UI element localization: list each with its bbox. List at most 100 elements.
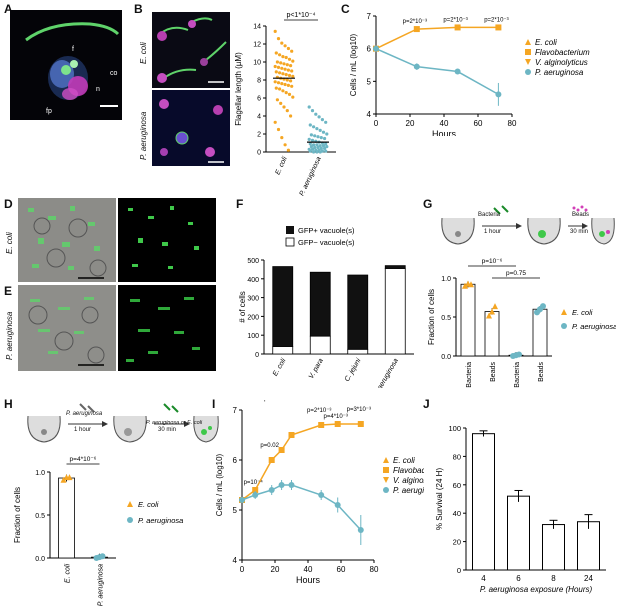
panel-g-legend-marker xyxy=(561,309,567,315)
panel-g-data-point xyxy=(486,312,492,319)
panel-letter-d: D xyxy=(4,197,13,211)
panel-c-x-tick-label: 20 xyxy=(406,119,415,128)
panel-j-bar xyxy=(507,495,530,571)
panel-b-data-point xyxy=(289,79,293,83)
panel-b-data-point xyxy=(323,146,327,150)
panel-b-data-point xyxy=(318,144,322,148)
panel-b-data-point xyxy=(321,130,326,134)
panel-h-x-tick-label: P. aeruginosa xyxy=(98,564,105,606)
panel-b-data-point xyxy=(290,69,294,73)
panel-b-y-tick-label: 8 xyxy=(257,78,261,85)
panel-a-label-fp: fp xyxy=(46,108,52,115)
panel-b-data-point xyxy=(279,61,283,65)
panel-i-data-point xyxy=(357,527,364,533)
panel-g-y-tick-label: 1.0 xyxy=(441,276,451,283)
panel-h-chart: 0.0 0.5 1.0 Fraction of cells E. coli P. aeru… xyxy=(13,456,183,606)
panel-b-data-point xyxy=(312,150,316,154)
panel-d-brightfield xyxy=(18,198,116,282)
panel-b-data-point xyxy=(290,49,294,53)
panel-b-data-point xyxy=(307,105,311,109)
panel-b-y-tick-label: 2 xyxy=(257,132,261,139)
panel-b-data-point xyxy=(273,64,277,69)
panel-h-schematic xyxy=(27,403,219,443)
panel-b-data-point xyxy=(279,101,283,105)
panel-b-data-point xyxy=(278,53,282,57)
panel-i-legend-marker xyxy=(383,457,389,463)
panel-g-legend-marker xyxy=(561,323,567,329)
panel-a-micrograph: f co n fp xyxy=(10,10,122,120)
panel-h-legend-label: P. aeruginosa xyxy=(138,516,183,525)
panel-g-x-tick-label: Bacteria xyxy=(466,362,473,388)
panel-i-legend-label: P. aeruginosa xyxy=(393,486,424,495)
panel-f-bar-gfp-negative xyxy=(309,335,331,355)
panel-g-y-axis-label: Fraction of cells xyxy=(427,289,436,345)
panel-b-data-point xyxy=(324,120,328,124)
panel-g-step1-label: Bacteria xyxy=(478,212,501,218)
panel-j-y-tick-label: 20 xyxy=(453,538,461,547)
panel-g-data-point xyxy=(489,308,495,315)
panel-i-y-axis-label: Cells / mL (log10) xyxy=(215,453,224,516)
panel-b-data-point xyxy=(318,128,322,132)
panel-j-bar xyxy=(542,524,565,571)
panel-b-data-point xyxy=(289,64,293,68)
panel-h-data-point xyxy=(66,474,73,481)
panel-b-data-point xyxy=(314,112,318,116)
panel-b-data-point xyxy=(280,41,284,45)
panel-b-y-tick-label: 0 xyxy=(257,150,261,157)
panel-i-pvalue: p=4*10⁻³ xyxy=(324,414,348,420)
panel-g-bacteria-icon xyxy=(493,205,509,215)
panel-g-step2-time: 30 min xyxy=(570,229,589,235)
panel-b-data-point xyxy=(274,51,278,55)
panel-i-data-point xyxy=(357,421,364,427)
panel-b-data-point xyxy=(309,145,313,149)
panel-c-data-point xyxy=(454,68,461,75)
panel-b-data-point xyxy=(325,132,329,136)
panel-i-legend-marker xyxy=(383,487,389,493)
panel-c-pvalue: p=2*10⁻³ xyxy=(403,19,427,25)
panel-f-y-tick-label: 300 xyxy=(247,296,259,303)
panel-a-label-n: n xyxy=(96,86,100,93)
panel-b-data-point xyxy=(287,57,292,61)
panel-j-y-tick-label: 100 xyxy=(448,424,461,433)
panel-b-data-point xyxy=(283,44,287,48)
panel-j-x-tick-label: 6 xyxy=(516,574,521,583)
panel-b-data-point xyxy=(283,143,287,147)
panel-h-arrow-1 xyxy=(68,421,108,427)
panel-letter-h: H xyxy=(4,397,13,411)
panel-b-data-point xyxy=(274,86,278,90)
panel-c-legend-label: Flavobacterium xyxy=(535,48,590,57)
panel-c-data-point xyxy=(454,24,461,31)
panel-g-legend-label: E. coli xyxy=(572,308,593,317)
panel-b-data-point xyxy=(323,136,327,141)
panel-c-data-point xyxy=(495,91,502,98)
panel-j-y-tick-label: 40 xyxy=(453,509,461,518)
panel-c-legend-marker xyxy=(525,39,531,45)
panel-b-data-point xyxy=(291,95,295,99)
panel-b-data-point xyxy=(280,136,284,140)
panel-g-data-point xyxy=(468,281,474,288)
panel-letter-a: A xyxy=(4,2,13,16)
panel-g-step1-time: 1 hour xyxy=(484,229,502,235)
panel-i-x-tick-label: 80 xyxy=(370,565,379,574)
panel-f-bar-gfp-positive xyxy=(309,271,331,337)
panel-g-arrow-2 xyxy=(568,223,588,229)
panel-c-series-line xyxy=(375,47,499,96)
panel-b-data-point xyxy=(315,150,319,154)
panel-b-data-point xyxy=(286,68,290,72)
panel-d-fluorescence xyxy=(118,198,216,282)
panel-b-data-point xyxy=(318,150,322,154)
panel-b-data-point xyxy=(281,72,285,76)
panel-b-data-point xyxy=(286,46,290,51)
panel-b-data-point xyxy=(316,145,320,150)
panel-i-data-point xyxy=(334,502,341,508)
panel-g-bar xyxy=(460,283,476,357)
panel-letter-j: J xyxy=(423,397,430,411)
panel-i-x-tick-label: 20 xyxy=(271,565,280,574)
panel-b-data-point xyxy=(285,78,289,82)
panel-a-cell-image xyxy=(25,22,120,107)
panel-i-y-tick-label: 5 xyxy=(233,506,238,515)
panel-b-data-point xyxy=(282,105,286,109)
panel-f-y-tick-label: 400 xyxy=(247,277,259,284)
panel-b-data-point xyxy=(286,83,290,87)
panel-b-y-tick-label: 4 xyxy=(257,114,261,121)
